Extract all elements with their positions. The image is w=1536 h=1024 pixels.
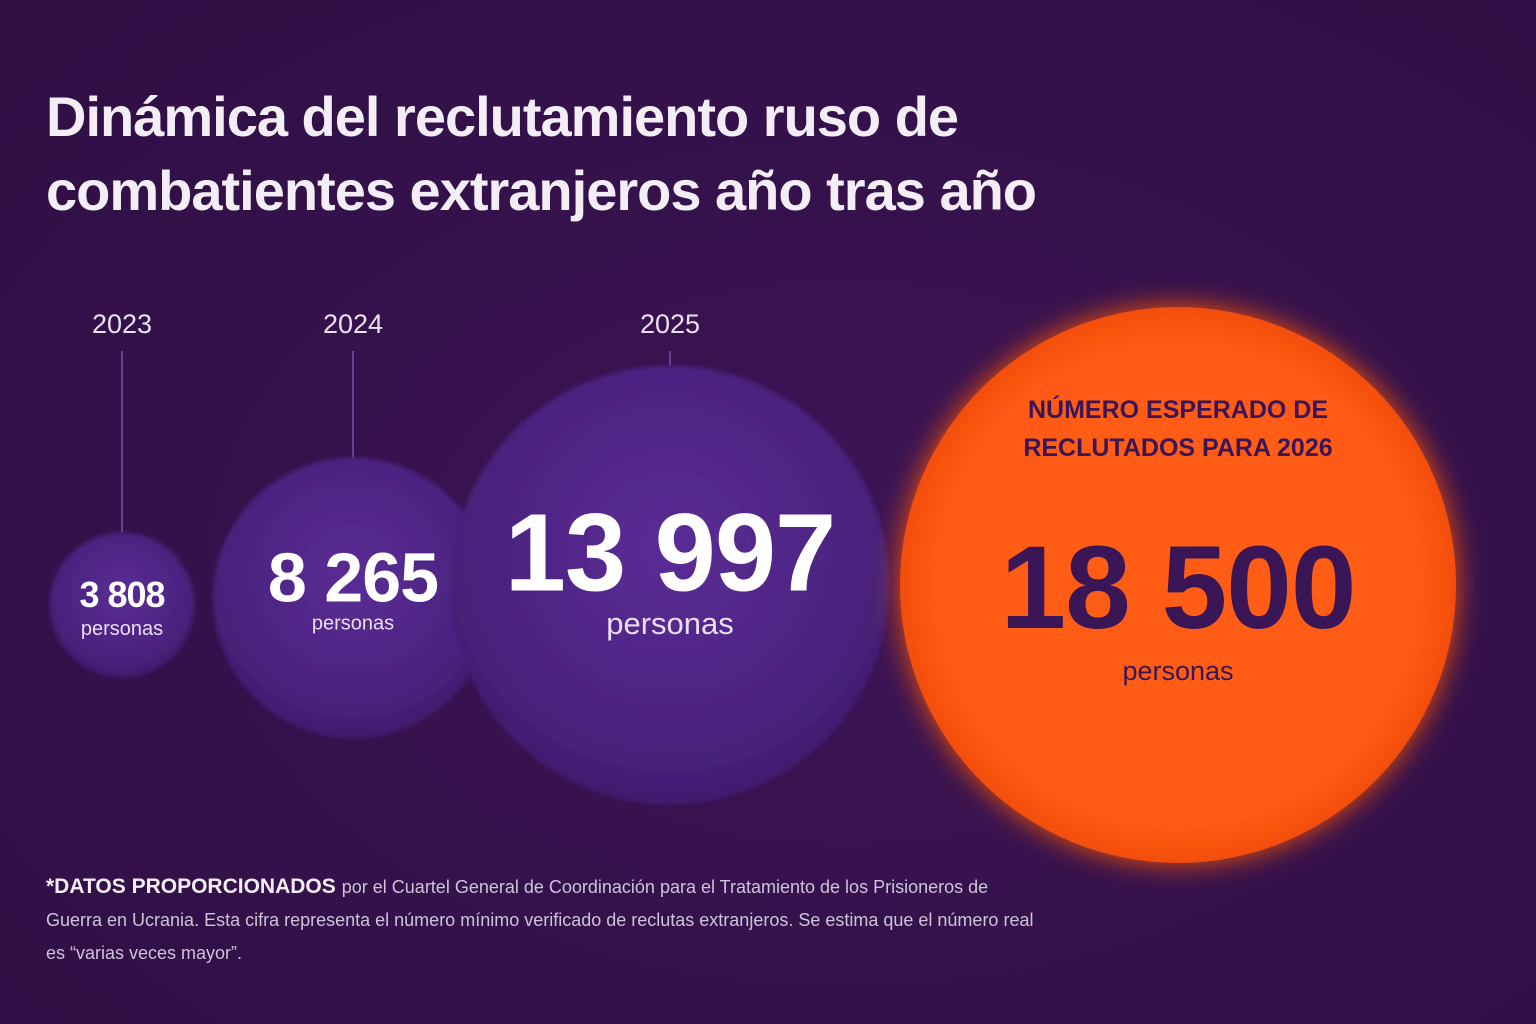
bubble-value-2025: 13 997: [505, 492, 835, 615]
bubble-value-2023: 3 808: [79, 574, 164, 615]
footnote-text: por el Cuartel General de Coordinación p…: [46, 877, 1034, 963]
bubble-value-2024: 8 265: [268, 539, 438, 617]
forecast-label-line-2: RECLUTADOS PARA 2026: [1023, 434, 1332, 462]
source-footnote: *DATOS PROPORCIONADOS por el Cuartel Gene…: [46, 870, 1046, 970]
bubble-value-2026: 18 500: [1001, 522, 1356, 654]
footnote-lead: *DATOS PROPORCIONADOS: [46, 875, 336, 898]
bubble-unit-2025: personas: [606, 606, 734, 641]
bubble-unit-2026: personas: [1122, 656, 1233, 686]
year-label-2024: 2024: [323, 309, 383, 339]
forecast-label-line-1: NÚMERO ESPERADO DE: [1028, 394, 1328, 424]
bubble-2025: [450, 365, 890, 805]
year-label-2023: 2023: [92, 309, 152, 339]
bubble-unit-2024: personas: [312, 613, 394, 635]
year-label-2025: 2025: [640, 309, 700, 339]
bubble-2023: [49, 532, 195, 678]
bubble-2024: [212, 457, 494, 739]
bubble-unit-2023: personas: [81, 618, 163, 640]
bubble-2026: [900, 307, 1456, 863]
chart-title: Dinámica del reclutamiento ruso de comba…: [46, 85, 1037, 222]
